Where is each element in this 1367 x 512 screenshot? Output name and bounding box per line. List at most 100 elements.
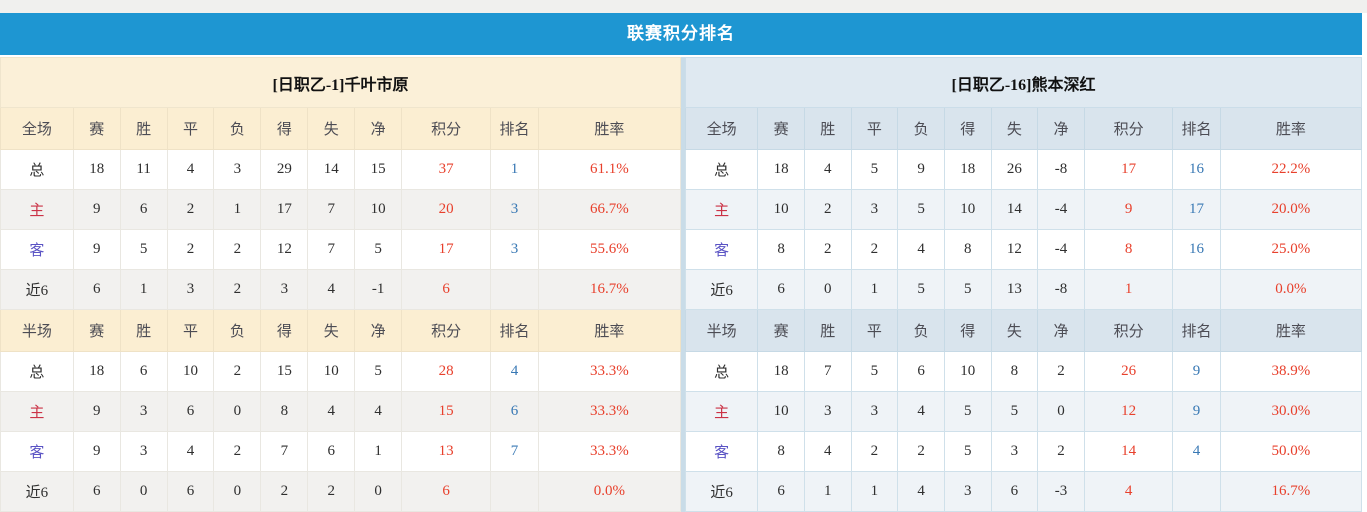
row-label: 近6 [0, 471, 74, 512]
column-header: 胜率 [537, 309, 682, 352]
table-header-row: 全场赛胜平负得失净积分 排名 胜率 [684, 107, 1363, 150]
stat-cell: 0.0% [1219, 269, 1363, 310]
stat-cell [1172, 471, 1221, 512]
stat-cell: 2 [307, 471, 356, 512]
stat-cell: 2 [213, 229, 262, 270]
table-row: 总 18 7 5 6 10 8 2 26 9 38.9% [684, 351, 1363, 392]
stat-cell: 16 [1172, 229, 1221, 270]
stat-cell: -4 [1037, 229, 1085, 270]
column-header: 积分 [401, 309, 492, 352]
column-header: 平 [166, 107, 215, 150]
stat-cell: 5 [119, 229, 168, 270]
stat-cell: 3 [166, 269, 215, 310]
stat-cell: 4 [490, 351, 539, 392]
stat-cell: 4 [897, 229, 945, 270]
stat-cell: 2 [166, 229, 215, 270]
table-row: 客 9 3 4 2 7 6 1 13 7 33.3% [0, 431, 682, 472]
stat-cell: 6 [307, 431, 356, 472]
stat-cell: 9 [72, 431, 121, 472]
table-row: 客 9 5 2 2 12 7 5 17 3 55.6% [0, 229, 682, 270]
stat-cell: 18 [943, 149, 992, 190]
stat-cell: 26 [990, 149, 1039, 190]
stat-cell: 6 [490, 391, 539, 432]
stat-cell: 12 [1083, 391, 1174, 432]
stat-cell: 15 [401, 391, 492, 432]
stat-cell: -8 [1037, 269, 1085, 310]
column-header: 得 [260, 309, 309, 352]
stat-cell: 3 [990, 431, 1039, 472]
stat-cell: 5 [897, 189, 945, 230]
stat-cell: 9 [1172, 391, 1221, 432]
column-header: 平 [850, 309, 899, 352]
column-header: 平 [166, 309, 215, 352]
section-label: 全场 [684, 107, 759, 150]
stat-cell: 3 [260, 269, 309, 310]
stat-cell: 33.3% [537, 351, 682, 392]
stat-cell: 3 [490, 189, 539, 230]
column-header: 胜率 [1219, 309, 1363, 352]
table-row: 主 9 6 2 1 17 7 10 20 3 66.7% [0, 189, 682, 230]
row-label: 近6 [684, 471, 759, 512]
stat-cell: 7 [260, 431, 309, 472]
column-header: 失 [307, 309, 356, 352]
stat-cell: 5 [354, 229, 403, 270]
row-label: 客 [0, 229, 74, 270]
stat-cell: 5 [850, 351, 899, 392]
stat-cell: 14 [990, 189, 1039, 230]
row-label: 总 [0, 149, 74, 190]
stat-cell: 5 [990, 391, 1039, 432]
table-row: 总 18 11 4 3 29 14 15 37 1 61.1% [0, 149, 682, 190]
stat-cell: 5 [943, 391, 992, 432]
stat-cell: 16.7% [1219, 471, 1363, 512]
stat-cell: 18 [72, 351, 121, 392]
table-row: [日职乙-16]熊本深红 [685, 57, 1362, 108]
stat-cell: 28 [401, 351, 492, 392]
stat-cell: 61.1% [537, 149, 682, 190]
stat-cell: 6 [990, 471, 1039, 512]
stat-cell: 25.0% [1219, 229, 1363, 270]
column-header: 赛 [757, 107, 805, 150]
stat-cell: 50.0% [1219, 431, 1363, 472]
stat-cell: 9 [72, 229, 121, 270]
stat-cell: 55.6% [537, 229, 682, 270]
stat-cell [490, 269, 539, 310]
stat-cell: 10 [757, 391, 805, 432]
stat-cell: 2 [803, 229, 852, 270]
column-header: 胜率 [537, 107, 682, 150]
stat-cell: 2 [213, 351, 262, 392]
stat-cell: 2 [803, 189, 852, 230]
table-header-row: 半场赛胜平负得失净积分 排名 胜率 [684, 309, 1363, 352]
row-label: 客 [684, 431, 759, 472]
stat-cell: 2 [850, 229, 899, 270]
panel-divider [681, 57, 685, 512]
right-team-panel: [日职乙-16]熊本深红 全场赛胜平负得失净积分 排名 胜率总 18 4 5 9 18 26 -8 1… [684, 57, 1363, 512]
stat-cell: 10 [166, 351, 215, 392]
stat-cell: 16 [1172, 149, 1221, 190]
team-stats-table-left: [日职乙-1]千叶市原 全场赛胜平负得失净积分 排名 胜率总 18 11 4 3 29 14 15 3… [0, 57, 682, 512]
column-header: 平 [850, 107, 899, 150]
stat-cell: 5 [943, 431, 992, 472]
table-row: 主 9 3 6 0 8 4 4 15 6 33.3% [0, 391, 682, 432]
column-header: 负 [897, 309, 945, 352]
league-standings-board: 联赛积分排名 [日职乙-1]千叶市原 全场赛胜平负得失净积分 排名 胜率总 18 11 4 3… [0, 13, 1363, 512]
stat-cell: 2 [166, 189, 215, 230]
table-row: 主 10 3 3 4 5 5 0 12 9 30.0% [684, 391, 1363, 432]
stat-cell: 0 [119, 471, 168, 512]
stat-cell: 1 [1083, 269, 1174, 310]
column-header: 净 [1037, 309, 1085, 352]
row-label: 总 [684, 149, 759, 190]
stat-cell: 29 [260, 149, 309, 190]
stat-cell: 12 [990, 229, 1039, 270]
table-row: 近6 6 0 1 5 5 13 -8 1 0.0% [684, 269, 1363, 310]
stat-cell: 10 [757, 189, 805, 230]
stat-cell: 26 [1083, 351, 1174, 392]
stat-cell: 4 [1172, 431, 1221, 472]
stat-cell: 7 [803, 351, 852, 392]
stat-cell: 9 [72, 391, 121, 432]
stat-cell: 5 [354, 351, 403, 392]
stat-cell: 18 [757, 351, 805, 392]
row-label: 总 [0, 351, 74, 392]
stat-cell: 14 [307, 149, 356, 190]
column-header: 净 [354, 309, 403, 352]
stat-cell: -8 [1037, 149, 1085, 190]
